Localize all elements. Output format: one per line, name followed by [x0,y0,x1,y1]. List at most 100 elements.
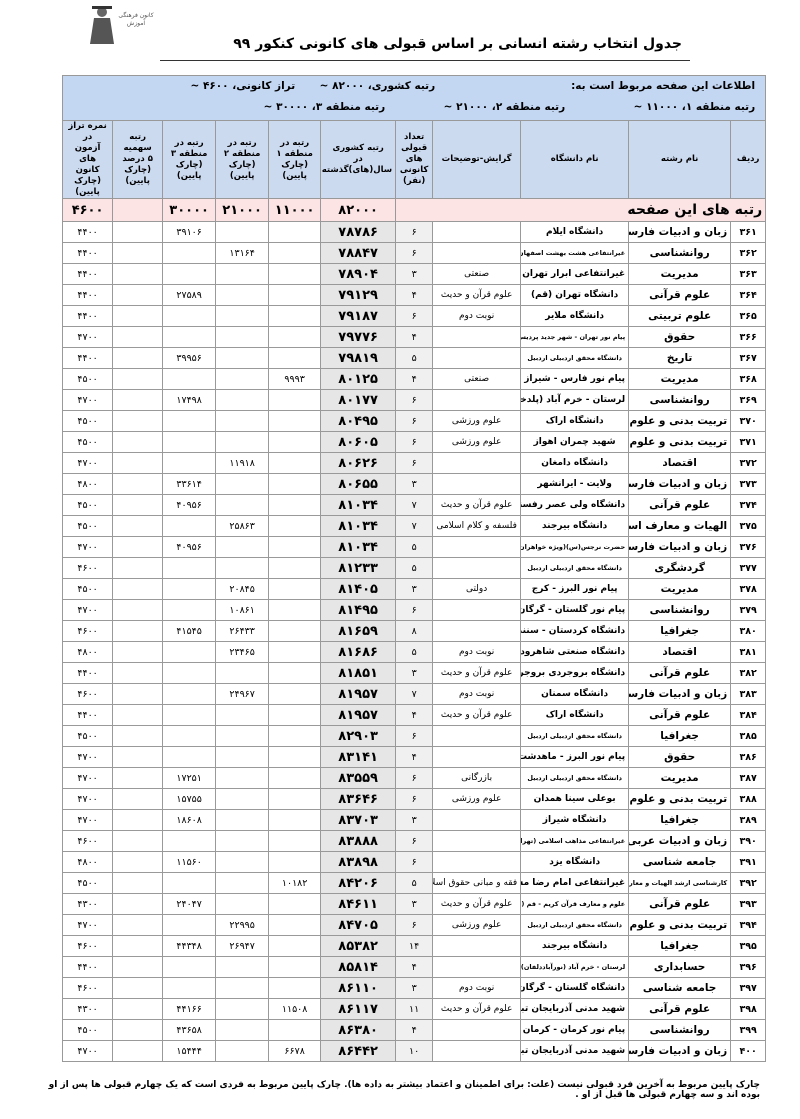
table-cell: علوم قرآنی [628,893,732,915]
table-cell: ۶ [395,767,434,789]
page-rank-cell: ۳۰۰۰۰ [162,198,217,222]
table-cell [162,830,217,852]
table-cell: ۱۵۴۴۴ [162,1040,217,1062]
table-cell: دانشگاه دامغان [520,452,630,474]
table-cell: ۳۸۷ [730,767,767,789]
table-cell [215,830,270,852]
table-cell [112,578,164,600]
table-cell: ۷۹۸۱۹ [320,347,397,369]
table-cell: ۶ [395,851,434,873]
column-header-row: ردیف نام رشته نام دانشگاه گرایش-توضیحات تعدا… [61,120,767,199]
table-cell: ۳۷۱ [730,431,767,453]
table-cell: ۳۸۲ [730,662,767,684]
table-cell: ۴ [395,326,434,348]
table-cell: زبان و ادبیات فارسی [628,1040,732,1062]
table-cell: ۴۴۰۰ [61,284,114,306]
table-cell: ۴۷۰۰ [61,1040,114,1062]
table-cell: دانشگاه محقق اردبیلی اردبیل [520,914,630,936]
table-cell [215,851,270,873]
table-cell: ۷۸۹۰۴ [320,263,397,285]
table-row: ۳۸۷ مدیریت دانشگاه محقق اردبیلی اردبیل بازر… [61,767,767,789]
table-cell: ۴۷۰۰ [61,536,114,558]
table-cell: ۴۵۰۰ [61,872,114,894]
table-cell [215,704,270,726]
table-cell [432,557,522,579]
table-cell [268,452,322,474]
table-row: ۳۸۲ علوم قرآنی دانشگاه بروجردی بروجرد علوم … [61,662,767,684]
table-cell [215,956,270,978]
table-cell [112,515,164,537]
table-cell: ۸۱۰۳۴ [320,494,397,516]
table-cell: ۳۹۰ [730,830,767,852]
table-cell [268,935,322,957]
table-cell [112,641,164,663]
table-cell: علوم قرآنی [628,998,732,1020]
table-cell: دانشگاه بیرجند [520,935,630,957]
table-cell: علوم قرآن و حدیث [432,893,522,915]
table-cell: ۳ [395,578,434,600]
table-cell [432,830,522,852]
table-cell [432,935,522,957]
table-cell: علوم قرآنی [628,284,732,306]
table-cell: ۴۴۰۰ [61,956,114,978]
table-cell: ۱۵۷۵۵ [162,788,217,810]
table-cell [215,809,270,831]
table-cell [268,704,322,726]
table-cell: دانشگاه کردستان - سنندج [520,620,630,642]
table-cell [162,704,217,726]
table-cell [112,998,164,1020]
table-cell [162,914,217,936]
table-cell [268,977,322,999]
table-cell: ۴۰۹۵۶ [162,494,217,516]
table-cell [162,683,217,705]
table-row: ۳۷۸ مدیریت پیام نور البرز - کرج دولتی ۳ ۸۱۴۰۵… [61,578,767,600]
table-cell: ۳ [395,893,434,915]
table-cell: حضرت نرجس(س)(ویژه خواهران)-رفسنجان [520,536,630,558]
page-title: جدول انتخاب رشته انسانی بر اساس قبولی ها… [233,36,682,52]
table-cell: بوعلی سینا همدان [520,788,630,810]
table-cell: ۴۳۰۰ [61,998,114,1020]
table-cell [215,431,270,453]
table-cell: علوم قرآنی [628,662,732,684]
table-cell [162,410,217,432]
table-cell [112,872,164,894]
table-cell [162,578,217,600]
table-cell [432,725,522,747]
table-cell: ۵ [395,536,434,558]
column-header: رتبه در منطقه ۳ (چارک پایین) [162,120,217,199]
table-cell: علوم قرآن و حدیث [432,998,522,1020]
table-cell [215,305,270,327]
table-cell [215,767,270,789]
table-cell: ۸۴۲۰۶ [320,872,397,894]
table-cell: ۶ [395,242,434,264]
table-cell [268,557,322,579]
table-cell: ۳ [395,977,434,999]
table-cell [162,431,217,453]
table-cell: پیام نور فارس - شیراز [520,368,630,390]
table-cell: پیام نور گلستان - گرگان [520,599,630,621]
table-cell: ۳۷۶ [730,536,767,558]
table-cell [112,431,164,453]
table-cell: دانشگاه محقق اردبیلی اردبیل [520,347,630,369]
table-cell: ۴۳۰۰ [61,893,114,915]
table-cell [268,893,322,915]
table-cell: ۸۱۴۰۵ [320,578,397,600]
table-cell: ۳۹۹۵۶ [162,347,217,369]
page-rank-cell: ۴۶۰۰ [61,198,114,222]
table-cell: ۶ [395,410,434,432]
table-cell: ۴۶۰۰ [61,977,114,999]
table-cell: ۳۷۰ [730,410,767,432]
table-cell [268,767,322,789]
table-cell: علوم ورزشی [432,431,522,453]
table-cell: ۱۷۴۹۸ [162,389,217,411]
table-cell: ۷ [395,494,434,516]
table-cell [112,767,164,789]
table-cell: ۶ [395,431,434,453]
table-row: ۳۹۳ علوم قرآنی علوم و معارف قرآن کریم - قم… [61,893,767,915]
page-rank-cell: ۲۱۰۰۰ [215,198,270,222]
table-row: ۳۸۱ اقتصاد دانشگاه صنعتی شاهرود نوبت دوم ۵ ۸۱… [61,641,767,663]
table-cell: ۴۴۱۶۶ [162,998,217,1020]
table-row: ۳۸۹ جغرافیا دانشگاه شیراز ۳ ۸۳۷۰۳ ۱۸۶۰۸ ۴۷۰۰ [61,809,767,831]
